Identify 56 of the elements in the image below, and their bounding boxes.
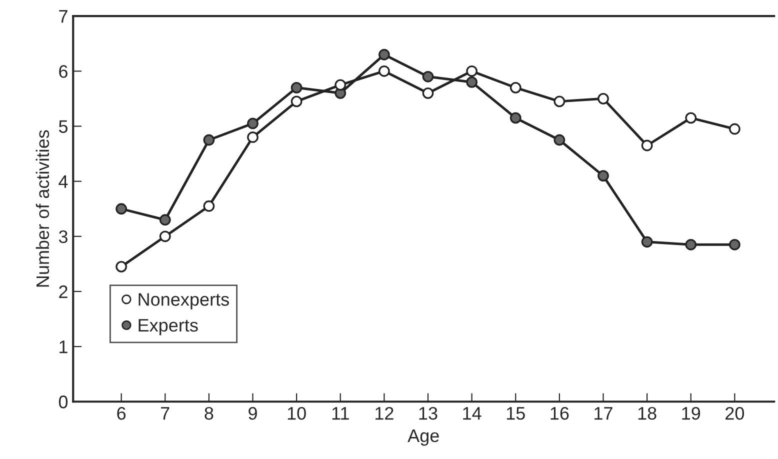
point	[641, 236, 653, 248]
x-tick-label: 20	[726, 406, 744, 420]
point	[641, 140, 653, 152]
y-tick-label: 7	[59, 10, 68, 23]
point	[378, 48, 390, 60]
x-axis-title: Age	[408, 430, 439, 446]
x-tick-label: 18	[638, 406, 656, 420]
point	[466, 65, 478, 77]
point	[685, 238, 697, 250]
point	[247, 132, 258, 143]
legend-label: Experts	[138, 319, 198, 336]
point	[554, 134, 566, 146]
point	[422, 87, 434, 99]
x-tick-label: 13	[419, 406, 438, 420]
point	[203, 200, 215, 212]
y-axis-title: Number of activities	[36, 130, 50, 287]
y-tick-label: 1	[60, 340, 68, 354]
point	[159, 230, 171, 242]
point	[598, 170, 609, 182]
x-tick-label: 14	[463, 407, 482, 420]
point	[116, 260, 128, 272]
point	[203, 134, 215, 146]
y-tick-label: 3	[58, 230, 68, 244]
x-tick-label: 7	[161, 407, 170, 420]
x-tick-label: 9	[248, 406, 257, 420]
x-tick-label: 19	[682, 406, 700, 420]
x-tick-label: 11	[332, 407, 349, 420]
x-tick-label: 8	[204, 406, 214, 420]
point	[728, 123, 740, 135]
x-tick-label: 17	[594, 407, 612, 420]
point	[159, 214, 171, 226]
y-tick-label: 0	[58, 396, 68, 408]
x-tick-label: 10	[288, 406, 306, 420]
y-tick-label: 6	[59, 65, 68, 78]
point	[290, 96, 302, 108]
y-tick-label: 4	[58, 175, 68, 188]
point	[247, 118, 258, 130]
point	[334, 79, 346, 91]
point	[598, 92, 609, 104]
point	[685, 112, 697, 124]
y-tick-label: 5	[58, 120, 68, 133]
point	[466, 76, 478, 88]
point	[290, 82, 302, 94]
point	[728, 238, 740, 250]
point	[510, 82, 522, 94]
x-tick-label: 15	[506, 407, 525, 420]
legend-label: Nonexperts	[138, 293, 229, 310]
x-tick-label: 16	[550, 406, 569, 420]
x-tick-label: 12	[376, 406, 394, 420]
point	[378, 65, 390, 77]
point	[554, 96, 566, 108]
point	[510, 112, 522, 124]
x-tick-label: 6	[117, 406, 126, 420]
point	[116, 203, 128, 215]
point	[422, 70, 434, 82]
y-tick-label: 2	[59, 285, 68, 298]
